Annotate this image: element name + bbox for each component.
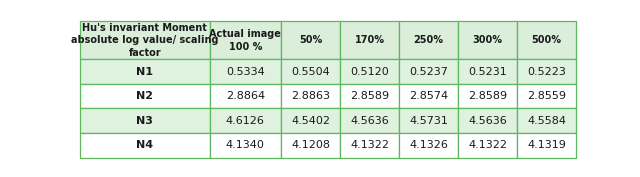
Bar <box>399 133 458 158</box>
Text: 300%: 300% <box>472 35 502 45</box>
Bar <box>517 133 576 158</box>
Bar <box>458 84 517 109</box>
Text: 250%: 250% <box>413 35 444 45</box>
Text: 4.5636: 4.5636 <box>468 116 507 126</box>
Bar <box>340 84 399 109</box>
Bar <box>517 84 576 109</box>
Text: 0.5223: 0.5223 <box>527 67 566 77</box>
Bar <box>281 109 340 133</box>
Bar <box>209 84 281 109</box>
Text: 2.8589: 2.8589 <box>468 91 507 101</box>
Text: 4.5584: 4.5584 <box>527 116 566 126</box>
Text: 4.5636: 4.5636 <box>350 116 389 126</box>
Bar <box>399 84 458 109</box>
Bar <box>517 59 576 84</box>
Text: 2.8559: 2.8559 <box>527 91 566 101</box>
Text: 170%: 170% <box>355 35 385 45</box>
Text: Actual image
100 %: Actual image 100 % <box>209 29 281 52</box>
Text: 2.8589: 2.8589 <box>350 91 389 101</box>
Text: 2.8863: 2.8863 <box>291 91 330 101</box>
Bar <box>80 109 209 133</box>
Text: 2.8574: 2.8574 <box>409 91 448 101</box>
Bar <box>340 133 399 158</box>
Bar <box>458 21 517 59</box>
Text: 4.1319: 4.1319 <box>527 140 566 150</box>
Bar <box>281 21 340 59</box>
Bar <box>458 59 517 84</box>
Bar <box>209 21 281 59</box>
Text: 4.1340: 4.1340 <box>226 140 265 150</box>
Bar <box>458 109 517 133</box>
Text: 0.5231: 0.5231 <box>468 67 507 77</box>
Bar <box>80 84 209 109</box>
Text: Hu's invariant Moment
absolute log value/ scaling
factor: Hu's invariant Moment absolute log value… <box>71 23 218 58</box>
Bar <box>281 59 340 84</box>
Text: 0.5237: 0.5237 <box>409 67 448 77</box>
Bar <box>281 84 340 109</box>
Text: 4.5402: 4.5402 <box>291 116 330 126</box>
Text: 4.1208: 4.1208 <box>291 140 330 150</box>
Bar <box>340 109 399 133</box>
Text: 4.1322: 4.1322 <box>468 140 507 150</box>
Bar <box>340 21 399 59</box>
Text: 4.1326: 4.1326 <box>409 140 448 150</box>
Bar <box>399 109 458 133</box>
Bar <box>209 59 281 84</box>
Bar <box>209 133 281 158</box>
Text: 2.8864: 2.8864 <box>226 91 265 101</box>
Text: 4.1322: 4.1322 <box>350 140 389 150</box>
Bar <box>517 109 576 133</box>
Text: 4.6126: 4.6126 <box>226 116 265 126</box>
Text: 4.5731: 4.5731 <box>409 116 448 126</box>
Text: 0.5334: 0.5334 <box>226 67 265 77</box>
Bar <box>209 109 281 133</box>
Bar <box>80 133 209 158</box>
Bar <box>517 21 576 59</box>
Text: 50%: 50% <box>299 35 323 45</box>
Bar <box>80 21 209 59</box>
Bar <box>399 21 458 59</box>
Text: 500%: 500% <box>531 35 561 45</box>
Text: N1: N1 <box>136 67 153 77</box>
Bar <box>340 59 399 84</box>
Bar <box>458 133 517 158</box>
Bar <box>281 133 340 158</box>
Bar <box>399 59 458 84</box>
Text: N4: N4 <box>136 140 154 150</box>
Text: 0.5504: 0.5504 <box>291 67 330 77</box>
Bar <box>80 59 209 84</box>
Text: N2: N2 <box>136 91 153 101</box>
Text: 0.5120: 0.5120 <box>350 67 389 77</box>
Text: N3: N3 <box>136 116 153 126</box>
